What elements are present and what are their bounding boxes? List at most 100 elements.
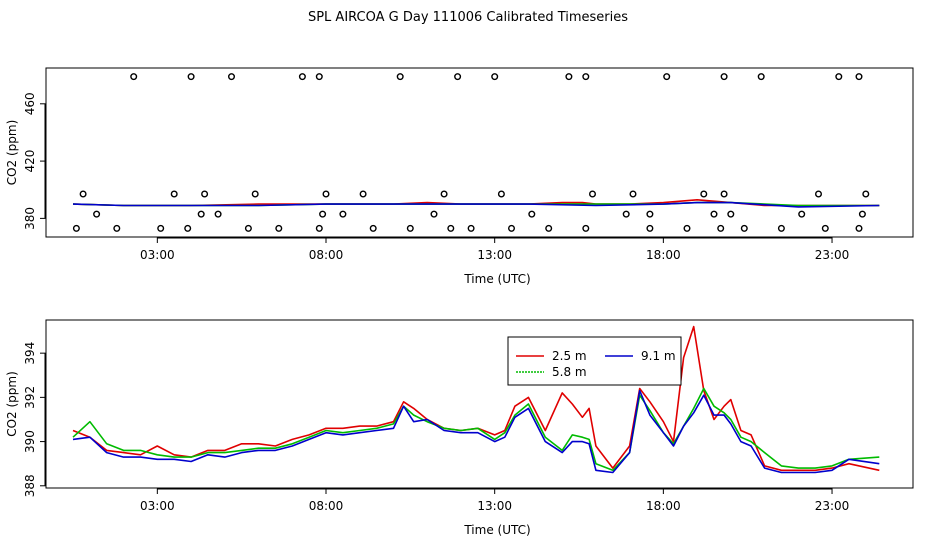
- data-point: [315, 224, 323, 232]
- data-point: [227, 73, 235, 81]
- series-line-91m: [72, 389, 880, 474]
- data-point: [565, 73, 573, 81]
- data-point: [214, 210, 222, 218]
- data-point: [315, 73, 323, 81]
- series-line-58m: [72, 387, 880, 472]
- x-tick-label: 08:00: [309, 499, 344, 513]
- data-point: [663, 73, 671, 81]
- data-point: [815, 190, 823, 198]
- x-tick-label: 03:00: [140, 248, 175, 262]
- legend-box: [507, 336, 682, 386]
- data-point: [757, 73, 765, 81]
- legend-label: 2.5 m: [552, 349, 587, 363]
- x-tick-label: 23:00: [815, 499, 850, 513]
- panel-top: 03:00 08:00 13:00 18:00 23:00 Time (UTC) 380 42…: [5, 67, 914, 286]
- y-tick-label: 388: [23, 474, 37, 497]
- data-point: [582, 73, 590, 81]
- data-point: [720, 190, 728, 198]
- series-line-25m: [72, 325, 880, 472]
- data-point: [497, 190, 505, 198]
- data-point: [319, 210, 327, 218]
- x-axis-label: Time (UTC): [463, 272, 530, 286]
- data-point: [298, 73, 306, 81]
- x-tick-label: 13:00: [477, 499, 512, 513]
- legend-label: 5.8 m: [552, 365, 587, 379]
- data-point: [821, 224, 829, 232]
- y-tick-label: 392: [23, 386, 37, 409]
- data-point: [79, 190, 87, 198]
- data-point: [440, 190, 448, 198]
- data-point: [491, 73, 499, 81]
- data-point: [170, 190, 178, 198]
- y-tick-label: 394: [23, 342, 37, 365]
- data-point: [700, 190, 708, 198]
- y-tick-label: 390: [23, 430, 37, 453]
- legend-label: 9.1 m: [641, 349, 676, 363]
- x-tick-label: 23:00: [815, 248, 850, 262]
- data-point: [275, 224, 283, 232]
- data-point: [683, 224, 691, 232]
- data-point: [727, 210, 735, 218]
- panel-bottom: 03:00 08:00 13:00 18:00 23:00 Time (UTC) 388 39…: [5, 319, 914, 537]
- data-point: [454, 73, 462, 81]
- y-tick-label: 420: [23, 150, 37, 173]
- plot-frame: [45, 67, 914, 238]
- x-tick-label: 13:00: [477, 248, 512, 262]
- data-point: [130, 73, 138, 81]
- data-point: [93, 210, 101, 218]
- data-point: [646, 224, 654, 232]
- plot-frame: [45, 319, 914, 489]
- data-point: [589, 190, 597, 198]
- y-tick-label: 460: [23, 92, 37, 115]
- x-tick-label: 03:00: [140, 499, 175, 513]
- data-point: [447, 224, 455, 232]
- y-axis-label: CO2 (ppm): [5, 120, 19, 186]
- data-point: [508, 224, 516, 232]
- data-point: [157, 224, 165, 232]
- data-point: [113, 224, 121, 232]
- data-point: [582, 224, 590, 232]
- data-point: [710, 210, 718, 218]
- data-point: [251, 190, 259, 198]
- x-tick-label: 18:00: [646, 499, 681, 513]
- data-point: [855, 224, 863, 232]
- data-point: [862, 190, 870, 198]
- y-axis-label: CO2 (ppm): [5, 371, 19, 437]
- data-point: [622, 210, 630, 218]
- data-point: [646, 210, 654, 218]
- data-point: [369, 224, 377, 232]
- data-point: [528, 210, 536, 218]
- data-point: [835, 73, 843, 81]
- data-point: [406, 224, 414, 232]
- x-axis-label: Time (UTC): [463, 523, 530, 537]
- data-point: [72, 224, 80, 232]
- data-point: [244, 224, 252, 232]
- data-point: [184, 224, 192, 232]
- data-point: [359, 190, 367, 198]
- data-point: [339, 210, 347, 218]
- data-point: [197, 210, 205, 218]
- x-tick-label: 08:00: [309, 248, 344, 262]
- data-point: [798, 210, 806, 218]
- y-tick-label: 380: [23, 207, 37, 230]
- data-point: [777, 224, 785, 232]
- data-point: [855, 73, 863, 81]
- data-point: [720, 73, 728, 81]
- x-tick-label: 18:00: [646, 248, 681, 262]
- data-point: [201, 190, 209, 198]
- data-point: [629, 190, 637, 198]
- data-point: [396, 73, 404, 81]
- data-point: [467, 224, 475, 232]
- figure-title: SPL AIRCOA G Day 111006 Calibrated Times…: [307, 10, 629, 25]
- legend: 2.5 m 9.1 m 5.8 m: [507, 336, 682, 386]
- data-point: [187, 73, 195, 81]
- data-point: [858, 210, 866, 218]
- series-line-91m: [72, 201, 880, 208]
- data-point: [430, 210, 438, 218]
- data-point: [740, 224, 748, 232]
- data-point: [545, 224, 553, 232]
- data-point: [717, 224, 725, 232]
- data-point: [322, 190, 330, 198]
